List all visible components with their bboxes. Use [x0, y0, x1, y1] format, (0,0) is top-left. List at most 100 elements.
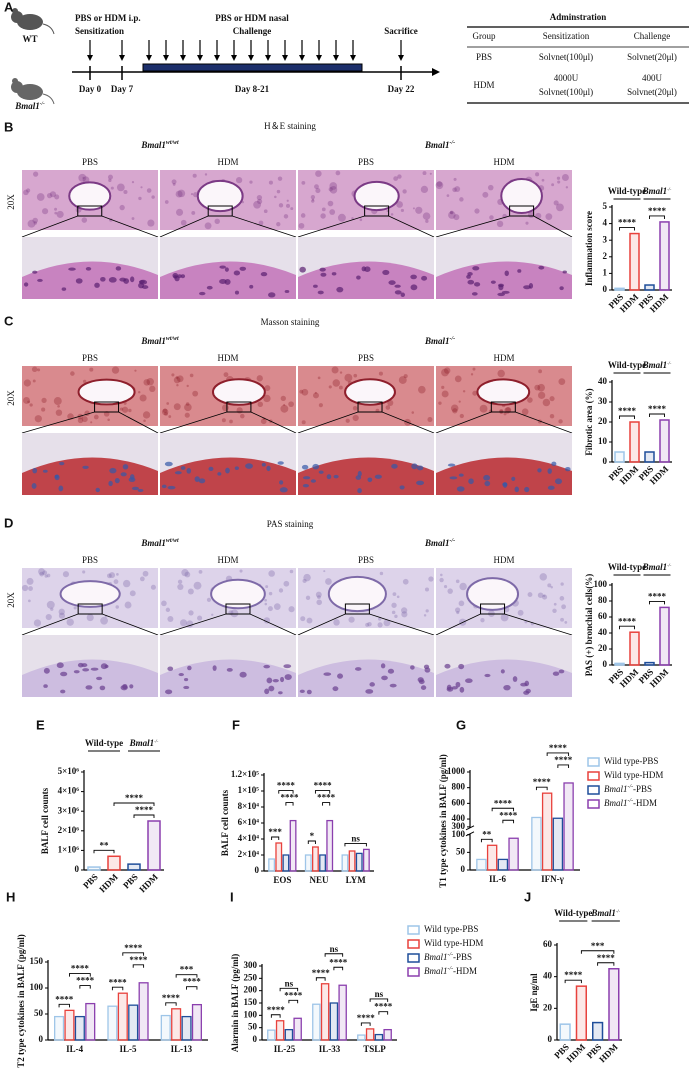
- nucleus: [524, 486, 530, 493]
- tissue-texture: [221, 418, 226, 423]
- nucleus: [411, 463, 418, 470]
- y-tick-label: 50: [34, 1008, 44, 1018]
- nucleus: [394, 284, 401, 288]
- table-header: Sensitization: [543, 31, 590, 41]
- nucleus: [90, 667, 99, 671]
- tissue-texture: [378, 617, 382, 621]
- tissue-texture: [298, 222, 305, 229]
- day-label: Day 0: [79, 84, 102, 94]
- tissue-texture: [557, 180, 561, 184]
- significance-bracket: [132, 964, 145, 968]
- airway: [327, 575, 387, 613]
- nucleus: [523, 285, 531, 290]
- tissue-texture: [428, 576, 434, 582]
- nucleus: [416, 480, 425, 486]
- dose-arrowhead: [333, 55, 339, 61]
- nucleus: [278, 691, 283, 695]
- tissue-texture: [131, 180, 135, 184]
- tissue-texture: [454, 375, 462, 383]
- tissue-texture: [565, 186, 569, 189]
- panel-label: A: [4, 0, 14, 14]
- nucleus: [471, 292, 478, 296]
- tissue-texture: [110, 186, 114, 190]
- tissue-texture: [314, 391, 317, 394]
- significance-label: ****: [317, 793, 336, 803]
- y-tick-label: 100: [30, 982, 44, 992]
- nucleus: [323, 672, 332, 676]
- bar: [326, 819, 334, 872]
- tissue-texture: [28, 586, 33, 591]
- legend-label-sup: -/-: [448, 952, 454, 958]
- significance-bracket: [271, 836, 280, 840]
- nucleus: [562, 270, 568, 274]
- y-tick-label: 10: [598, 436, 608, 446]
- bar: [311, 846, 319, 872]
- tissue-texture: [441, 390, 449, 398]
- tissue-texture: [480, 618, 485, 623]
- significance-bracket: [165, 1002, 177, 1006]
- tissue-texture: [149, 385, 156, 392]
- tissue-texture: [489, 215, 494, 220]
- significance-label: ****: [618, 616, 637, 626]
- group-label-main: Bmal1: [642, 562, 668, 572]
- tissue-texture: [474, 208, 480, 214]
- tissue-texture: [315, 188, 321, 194]
- significance-label: ****: [129, 955, 148, 965]
- tissue-texture: [453, 177, 457, 181]
- tissue-texture: [139, 394, 147, 402]
- panel-label: I: [230, 889, 234, 904]
- genotype-label-main: Bmal1: [424, 538, 450, 548]
- significance-bracket: [186, 986, 198, 990]
- nucleus: [122, 464, 129, 470]
- tissue-texture: [391, 610, 396, 615]
- nucleus: [167, 666, 174, 672]
- nucleus: [318, 470, 324, 474]
- column-label: HDM: [493, 555, 514, 565]
- nucleus: [266, 465, 271, 472]
- tissue-texture: [139, 576, 145, 582]
- nucleus: [410, 665, 415, 670]
- significance-bracket: [619, 227, 635, 231]
- nucleus: [85, 266, 92, 271]
- tissue-texture: [129, 590, 136, 597]
- zoom-box: [509, 205, 535, 217]
- sacrifice-label: Sacrifice: [384, 26, 417, 36]
- nucleus: [424, 667, 431, 673]
- tissue-texture: [46, 600, 55, 609]
- tissue-texture: [204, 222, 212, 230]
- y-tick-label: 800: [452, 782, 466, 792]
- table-cell: HDM: [473, 80, 494, 90]
- significance-label: ****: [284, 990, 303, 1000]
- significance-bracket: [322, 802, 331, 806]
- tissue-texture: [499, 409, 504, 414]
- y-tick-label: 40: [598, 376, 608, 386]
- nucleus: [42, 469, 48, 473]
- tissue-texture: [441, 368, 449, 377]
- tissue-texture: [301, 180, 306, 185]
- x-tick-label: LYM: [346, 875, 367, 885]
- tissue-texture: [54, 207, 58, 211]
- mouse-label: WT: [22, 34, 37, 44]
- tissue-texture: [303, 573, 311, 582]
- significance-bracket: [270, 1014, 281, 1018]
- genotype-label-sup: wt/wt: [166, 336, 179, 342]
- bar: [644, 661, 655, 666]
- tissue-texture: [230, 609, 239, 618]
- nucleus: [277, 461, 284, 465]
- nucleus: [420, 685, 427, 690]
- dose-arrowhead: [214, 55, 220, 61]
- tissue-texture: [402, 189, 407, 194]
- y-tick-label: 40: [543, 971, 553, 981]
- table-title: Adminstration: [550, 12, 607, 22]
- table-cell: PBS: [476, 52, 492, 62]
- y-tick-label: 20: [543, 1002, 553, 1012]
- airway: [68, 181, 112, 211]
- dose-arrowhead: [248, 55, 254, 61]
- nucleus: [239, 671, 247, 678]
- tissue-texture: [39, 571, 45, 577]
- bar: [293, 1017, 302, 1041]
- genotype-label-sup: -/-: [450, 140, 456, 146]
- staining-title: Masson staining: [261, 317, 320, 327]
- airway: [59, 580, 121, 608]
- significance-bracket: [649, 215, 665, 219]
